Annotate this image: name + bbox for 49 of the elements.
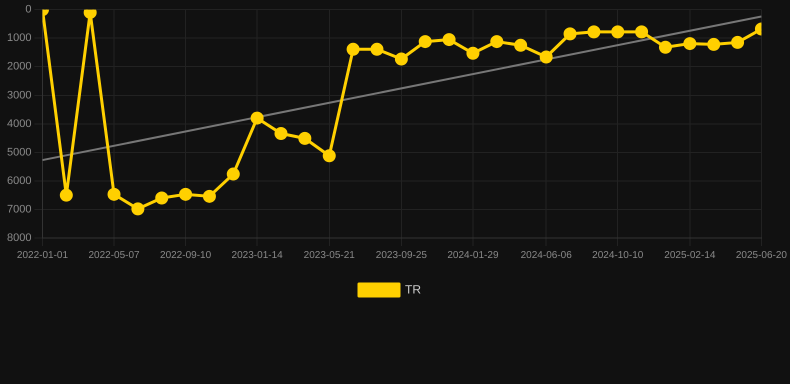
point	[274, 127, 288, 140]
point	[202, 190, 216, 203]
x-tick-label: 2025-02-14	[664, 250, 716, 261]
point	[226, 168, 240, 181]
x-tick-label: 2022-05-07	[88, 250, 140, 261]
point	[179, 188, 192, 201]
y-tick-label: 0	[25, 4, 32, 16]
y-tick-label: 3000	[6, 89, 32, 102]
point	[60, 188, 73, 202]
point	[108, 188, 121, 201]
x-tick-label: 2023-01-14	[232, 250, 284, 261]
point	[394, 52, 408, 66]
x-tick-label: 2024-06-06	[520, 250, 572, 261]
x-tick-label: 2025-06-20	[736, 250, 788, 261]
point	[658, 40, 672, 54]
point	[466, 46, 480, 60]
point	[442, 33, 456, 46]
y-tick-label: 4000	[6, 118, 32, 130]
x-tick-label: 2023-05-21	[304, 250, 356, 261]
point	[611, 25, 624, 38]
point	[322, 149, 336, 162]
x-tick-label: 2023-09-25	[376, 250, 428, 261]
point	[155, 192, 168, 205]
point	[683, 37, 696, 50]
point	[540, 50, 553, 64]
x-tick-label: 2022-01-01	[16, 250, 68, 261]
point	[514, 38, 528, 52]
y-tick-label: 5000	[6, 146, 32, 158]
point	[370, 42, 384, 56]
point	[635, 25, 648, 38]
x-tick-label: 2024-10-10	[592, 250, 644, 261]
point	[298, 132, 312, 145]
y-tick-label: 6000	[6, 174, 32, 187]
y-tick-label: 1000	[6, 32, 32, 44]
point	[587, 25, 600, 38]
point	[707, 38, 720, 51]
y-tick-label: 8000	[6, 232, 32, 244]
legend-label: TR	[405, 282, 422, 296]
x-tick-label: 2022-09-10	[160, 250, 212, 261]
point	[418, 35, 432, 48]
point	[346, 42, 360, 56]
point	[250, 112, 264, 125]
point	[131, 202, 144, 216]
point	[564, 27, 577, 40]
point	[490, 35, 504, 48]
point	[731, 36, 744, 49]
x-tick-label: 2024-01-29	[447, 250, 499, 261]
y-tick-label: 2000	[6, 60, 32, 73]
y-tick-label: 7000	[6, 203, 32, 216]
